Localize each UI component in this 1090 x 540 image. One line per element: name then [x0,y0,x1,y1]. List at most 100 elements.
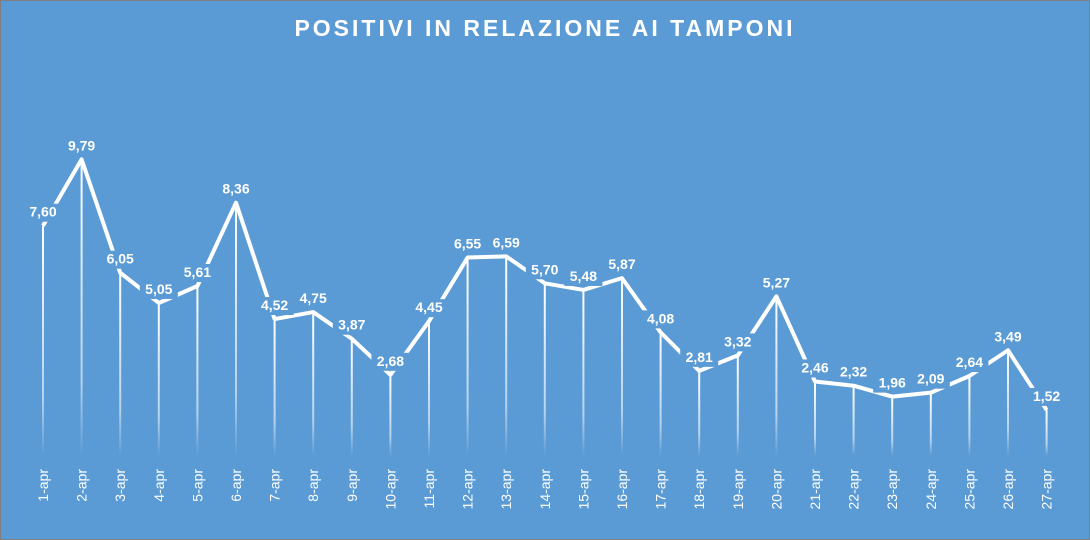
drop-line [543,283,546,456]
drop-line [119,272,122,456]
svg-text:4,08: 4,08 [647,310,674,326]
drop-line [157,302,160,456]
data-label: 6,59 [487,234,526,253]
x-tick-label: 20-apr [768,469,784,510]
data-label: 2,32 [834,363,873,382]
x-tick-label: 22-apr [846,469,862,510]
x-tick-label: 4-apr [151,469,167,502]
data-label: 5,27 [757,274,796,293]
x-tick-label: 10-apr [382,469,398,510]
data-label: 3,32 [718,333,757,352]
svg-text:5,05: 5,05 [145,281,172,297]
svg-text:5,87: 5,87 [608,256,635,272]
drop-line [389,374,392,456]
data-label: 6,55 [448,235,487,254]
data-label: 6,05 [101,250,140,269]
drop-line [466,257,469,456]
data-label: 2,81 [680,348,719,367]
drop-line [582,289,585,456]
x-tick-label: 21-apr [807,469,823,510]
x-tick-label: 14-apr [537,469,553,510]
data-label: 5,48 [564,267,603,286]
drop-line [1045,409,1048,456]
drop-line [852,385,855,456]
x-tick-label: 25-apr [961,469,977,510]
svg-text:5,27: 5,27 [763,274,790,290]
drop-line [775,296,778,456]
drop-line [196,286,199,456]
data-label: 3,87 [332,316,371,335]
x-tick-label: 27-apr [1039,469,1055,510]
x-tick-label: 24-apr [923,469,939,510]
svg-text:3,32: 3,32 [724,333,751,349]
drop-line [42,225,44,456]
svg-text:2,64: 2,64 [956,354,983,370]
svg-text:3,49: 3,49 [994,328,1021,344]
svg-text:2,32: 2,32 [840,364,867,380]
x-tick-label: 13-apr [498,469,514,510]
data-label: 1,96 [873,374,912,393]
svg-text:5,48: 5,48 [570,268,597,284]
x-tick-label: 3-apr [112,469,128,502]
svg-text:4,52: 4,52 [261,297,288,313]
drop-line [891,396,894,456]
data-label: 2,68 [371,352,410,371]
drop-line [698,370,701,456]
data-label: 5,05 [139,280,178,299]
data-label: 2,64 [950,354,989,373]
data-label: 9,79 [62,137,101,156]
svg-text:1,96: 1,96 [879,375,906,391]
x-tick-label: 17-apr [653,469,669,510]
data-label: 2,46 [796,359,834,378]
drop-line [929,392,932,456]
chart-title: POSITIVI IN RELAZIONE AI TAMPONI [294,15,796,41]
x-tick-label: 16-apr [614,469,630,510]
x-tick-label: 11-apr [421,469,437,509]
data-label: 8,36 [217,180,255,199]
svg-text:3,87: 3,87 [338,317,365,333]
svg-text:6,55: 6,55 [454,236,481,252]
data-label: 4,75 [294,290,333,309]
svg-text:2,68: 2,68 [377,353,404,369]
svg-text:9,79: 9,79 [68,137,95,153]
x-tick-label: 23-apr [884,469,900,510]
data-label: 7,60 [24,203,62,222]
x-tick-label: 15-apr [575,469,591,510]
svg-text:2,46: 2,46 [801,359,828,375]
x-tick-label: 6-apr [228,469,244,502]
drop-line [736,355,739,456]
svg-text:4,75: 4,75 [300,290,327,306]
x-tick-label: 26-apr [1000,469,1016,510]
data-label: 5,87 [603,256,641,275]
data-label: 4,52 [255,297,294,316]
svg-text:4,45: 4,45 [415,299,442,315]
svg-text:2,09: 2,09 [917,371,944,387]
drop-line [80,159,83,456]
data-label: 2,09 [911,370,950,389]
x-tick-label: 5-apr [189,469,205,502]
x-tick-label: 7-apr [267,469,283,502]
svg-text:8,36: 8,36 [222,181,249,197]
svg-text:5,70: 5,70 [531,261,558,277]
data-label: 3,49 [989,328,1027,347]
data-label: 5,70 [525,261,564,280]
drop-line [621,278,623,456]
drop-line [659,332,662,456]
svg-text:7,60: 7,60 [29,204,56,220]
svg-text:6,59: 6,59 [493,234,520,250]
data-label: 1,52 [1027,387,1066,406]
series-line [41,157,1049,412]
drop-line [312,312,315,456]
x-tick-label: 19-apr [730,469,746,510]
data-label: 4,45 [410,299,448,318]
svg-text:2,81: 2,81 [686,349,713,365]
drop-line [1007,350,1009,456]
svg-text:6,05: 6,05 [107,251,134,267]
svg-text:1,52: 1,52 [1033,388,1060,404]
x-tick-label: 9-apr [344,469,360,502]
x-tick-label: 8-apr [305,469,321,502]
drop-line [814,381,816,456]
data-label: 4,08 [641,310,680,329]
